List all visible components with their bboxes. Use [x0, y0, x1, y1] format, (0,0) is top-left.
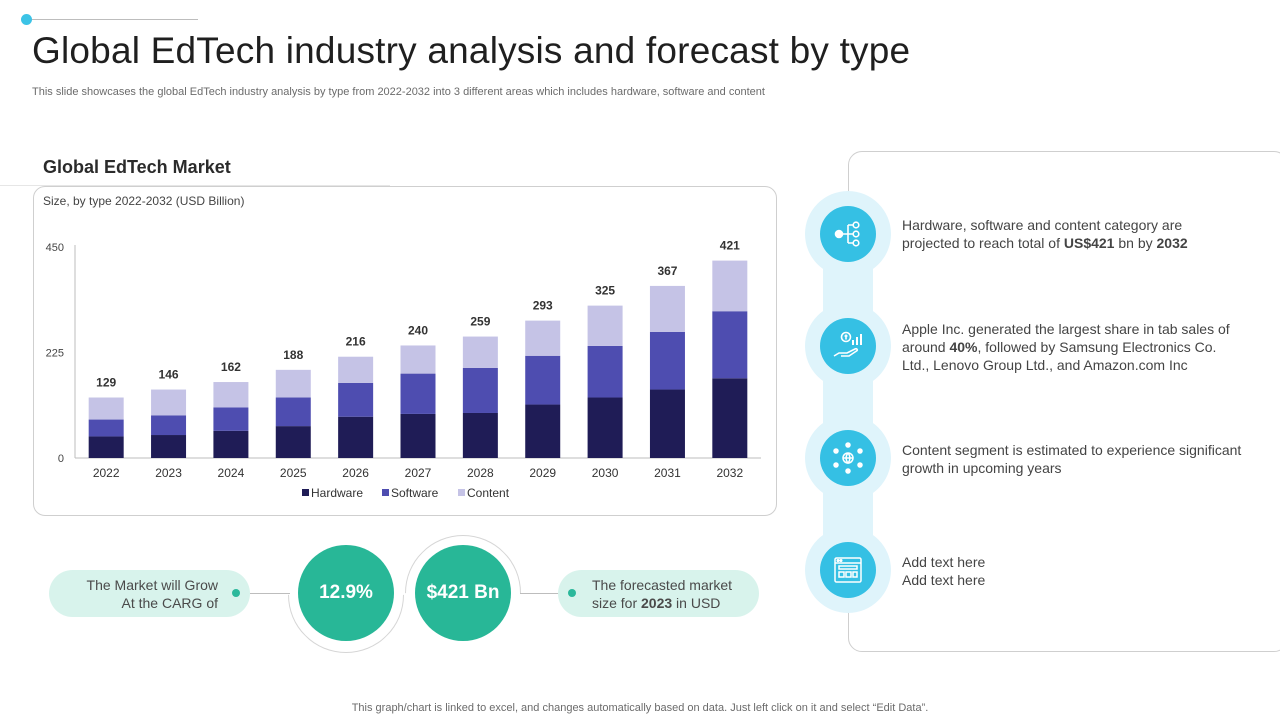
- bar-segment-software: [275, 397, 311, 427]
- bar-segment-content: [525, 320, 561, 356]
- x-tick-label: 2025: [280, 466, 307, 480]
- global-team-icon: [820, 430, 876, 486]
- bar-total-label: 129: [96, 376, 116, 390]
- y-tick-label: 0: [58, 453, 64, 465]
- bar-total-label: 162: [221, 360, 241, 374]
- chart-heading-divider: [0, 185, 390, 186]
- bar-total-label: 293: [533, 299, 553, 313]
- bar-segment-hardware: [275, 426, 311, 458]
- legend-label-content: Content: [467, 486, 510, 500]
- x-tick-label: 2029: [529, 466, 556, 480]
- footer-note: This graph/chart is linked to excel, and…: [351, 702, 929, 714]
- x-tick-label: 2028: [467, 466, 494, 480]
- forecast-caption-line1: The forecasted market: [592, 577, 733, 593]
- pill-dot: [568, 589, 576, 597]
- bar-segment-hardware: [88, 436, 124, 458]
- insight-placeholder-line: Add text here: [902, 572, 986, 588]
- bar-segment-software: [88, 419, 124, 437]
- bar-segment-hardware: [462, 412, 498, 458]
- bar-segment-hardware: [712, 378, 748, 458]
- bar-segment-content: [338, 356, 374, 383]
- chart-heading: Global EdTech Market: [43, 157, 231, 177]
- connector-line: [520, 593, 560, 594]
- cagr-value-circle: 12.9%: [298, 545, 394, 641]
- bar-total-label: 421: [720, 239, 740, 253]
- bar-segment-content: [400, 345, 436, 374]
- bar-total-label: 146: [159, 368, 179, 382]
- bar-total-label: 216: [346, 335, 366, 349]
- bar-segment-content: [275, 369, 311, 398]
- bar-segment-software: [213, 407, 249, 431]
- bar-total-label: 259: [470, 315, 490, 329]
- x-tick-label: 2030: [592, 466, 619, 480]
- x-tick-label: 2022: [93, 466, 120, 480]
- insight-text-3: Content segment is estimated to experien…: [902, 442, 1242, 476]
- hierarchy-network-icon: [820, 206, 876, 262]
- title-accent-dot: [21, 14, 32, 25]
- page-subtitle: This slide showcases the global EdTech i…: [32, 86, 765, 98]
- forecast-caption-line2: size for 2023 in USD: [592, 595, 721, 611]
- bar-segment-software: [400, 373, 436, 414]
- page-title: Global EdTech industry analysis and fore…: [32, 30, 911, 71]
- bar-segment-content: [649, 285, 685, 332]
- forecast-caption-pill: The forecasted market size for 2023 in U…: [558, 570, 759, 617]
- title-accent-line: [30, 19, 198, 20]
- bar-total-label: 325: [595, 284, 615, 298]
- legend-swatch-software: [382, 489, 389, 496]
- cagr-caption-pill: The Market will Grow At the CARG of: [49, 570, 250, 617]
- bar-segment-hardware: [213, 430, 249, 458]
- x-tick-label: 2023: [155, 466, 182, 480]
- bar-segment-content: [587, 305, 623, 346]
- bar-segment-hardware: [338, 416, 374, 458]
- x-tick-label: 2026: [342, 466, 369, 480]
- bar-total-label: 188: [283, 348, 303, 362]
- insights-card: [848, 151, 1280, 652]
- bar-segment-software: [587, 345, 623, 398]
- x-tick-label: 2024: [218, 466, 245, 480]
- x-tick-label: 2027: [405, 466, 432, 480]
- insight-text-4: Add text here Add text here: [902, 553, 1242, 589]
- bar-segment-content: [712, 260, 748, 312]
- legend-swatch-hardware: [302, 489, 309, 496]
- x-tick-label: 2031: [654, 466, 681, 480]
- x-tick-label: 2032: [716, 466, 743, 480]
- y-tick-label: 450: [46, 242, 64, 254]
- dashboard-window-icon: [820, 542, 876, 598]
- legend-label-hardware: Hardware: [311, 486, 363, 500]
- bar-segment-hardware: [151, 435, 187, 458]
- connector-line: [250, 593, 290, 594]
- pill-dot: [232, 589, 240, 597]
- edtech-market-chart[interactable]: 0 225 450 129 2022 146 2023 162 2024 188 2025 216 20…: [34, 187, 776, 515]
- legend-label-software: Software: [391, 486, 439, 500]
- market-value-circle: $421 Bn: [415, 545, 511, 641]
- bar-segment-content: [88, 397, 124, 420]
- bar-segment-software: [649, 331, 685, 390]
- chart-size-note: Size, by type 2022-2032 (USD Billion): [43, 194, 245, 208]
- cagr-caption-line2: At the CARG of: [121, 595, 218, 611]
- bar-segment-hardware: [649, 389, 685, 458]
- bar-segment-content: [213, 382, 249, 408]
- hand-money-growth-icon: [820, 318, 876, 374]
- insight-placeholder-line: Add text here: [902, 554, 986, 570]
- bar-segment-hardware: [400, 413, 436, 458]
- bar-segment-software: [338, 382, 374, 417]
- bar-segment-software: [151, 415, 187, 436]
- bar-segment-hardware: [587, 397, 623, 458]
- bar-segment-hardware: [525, 404, 561, 458]
- bar-segment-software: [525, 355, 561, 405]
- bar-total-label: 367: [657, 264, 677, 278]
- bar-segment-software: [712, 311, 748, 379]
- legend-swatch-content: [458, 489, 465, 496]
- bar-total-label: 240: [408, 323, 428, 337]
- insight-text-1: Hardware, software and content category …: [902, 217, 1188, 251]
- bar-segment-software: [462, 367, 498, 413]
- bar-segment-content: [462, 336, 498, 368]
- cagr-caption-line1: The Market will Grow: [86, 577, 218, 593]
- bar-segment-content: [151, 389, 187, 416]
- insight-text-2: Apple Inc. generated the largest share i…: [902, 321, 1230, 373]
- y-tick-label: 225: [46, 348, 64, 360]
